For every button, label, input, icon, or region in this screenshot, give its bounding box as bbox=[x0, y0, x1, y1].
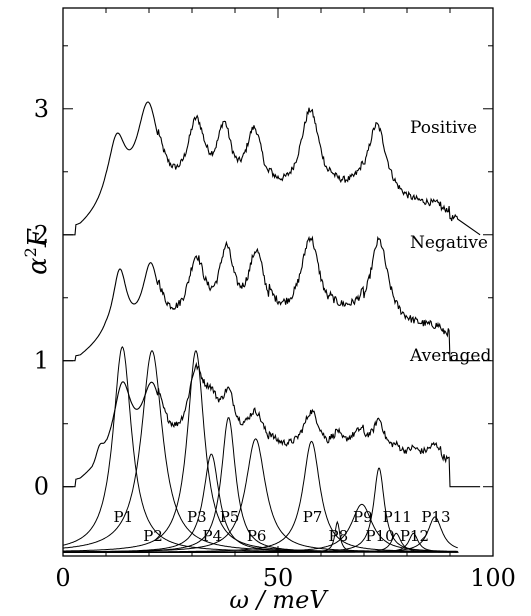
peak-label-p3: P3 bbox=[187, 508, 207, 526]
legend-label-negative: Negative bbox=[410, 233, 488, 253]
series-positive-line bbox=[63, 101, 481, 236]
peak-label-p13: P13 bbox=[421, 508, 450, 526]
peak-label-p2: P2 bbox=[143, 527, 163, 545]
series-negative-line bbox=[63, 235, 481, 362]
y-axis-label: α2F bbox=[21, 228, 53, 275]
x-tick-label-0: 0 bbox=[55, 564, 70, 592]
x-tick-label-50: 50 bbox=[263, 564, 294, 592]
x-axis-label: ω / meV bbox=[229, 586, 329, 614]
y-tick-label-2: 2 bbox=[34, 221, 49, 249]
y-tick-label-0: 0 bbox=[34, 473, 49, 501]
plot-frame bbox=[62, 7, 494, 557]
peak-label-p4: P4 bbox=[203, 527, 223, 545]
axes bbox=[62, 7, 494, 557]
labels: 0 50 100 0 1 2 3 ω / meV α2F Positive Negative Aver… bbox=[21, 95, 516, 614]
peak-p13-curve bbox=[63, 516, 458, 553]
y-tick-label-1: 1 bbox=[34, 347, 49, 375]
y-tick-label-3: 3 bbox=[34, 95, 49, 123]
legend-label-averaged: Averaged bbox=[409, 346, 491, 366]
peak-label-p6: P6 bbox=[247, 527, 267, 545]
legend-label-positive: Positive bbox=[410, 118, 477, 138]
peak-label-p1: P1 bbox=[114, 508, 134, 526]
peak-label-p10: P10 bbox=[365, 527, 394, 545]
peak-label-p11: P11 bbox=[383, 508, 412, 526]
peak-label-p9: P9 bbox=[353, 508, 373, 526]
x-tick-label-100: 100 bbox=[470, 564, 516, 592]
peak-label-p8: P8 bbox=[329, 527, 349, 545]
peak-label-p7: P7 bbox=[303, 508, 323, 526]
series-averaged-line bbox=[63, 361, 481, 488]
plot-area bbox=[62, 101, 481, 553]
peak-label-p12: P12 bbox=[400, 527, 429, 545]
peak-label-p5: P5 bbox=[220, 508, 240, 526]
